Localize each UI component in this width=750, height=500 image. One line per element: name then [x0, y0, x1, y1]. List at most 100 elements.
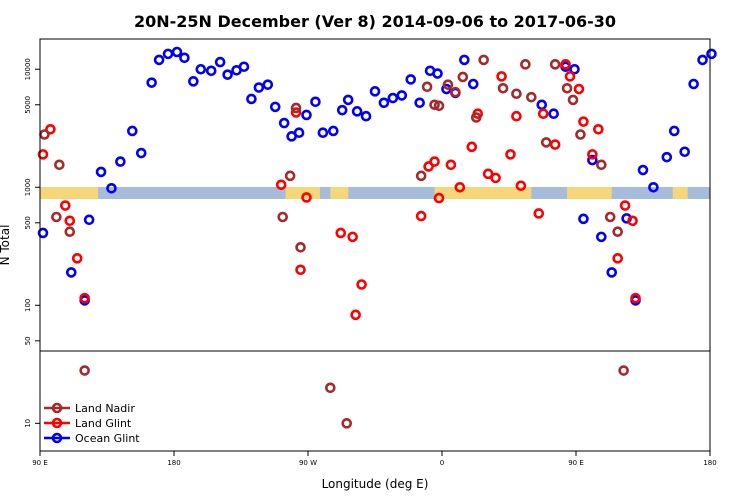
axes: 90 E 180 90 W 0 90 E 180 50 100 500 1000 5000 10000… — [24, 58, 717, 467]
ocean-glint-point — [596, 231, 607, 243]
y-tick-label: 10000 — [24, 58, 32, 80]
land-glint-point — [445, 159, 457, 171]
ocean-glint-point — [127, 125, 138, 137]
land-glint-point — [429, 156, 440, 167]
ocean-glint-point — [238, 61, 250, 73]
land-nadir-point — [618, 365, 629, 376]
ocean-glint-point — [222, 69, 233, 80]
ocean-glint-point — [587, 154, 598, 166]
land-segment — [672, 187, 688, 199]
land-nadir-point — [511, 88, 522, 100]
ocean-glint-point — [467, 78, 479, 90]
legend-marker — [51, 432, 63, 444]
land-glint-point — [490, 172, 501, 184]
land-glint-point — [466, 141, 478, 153]
ocean-glint-point — [83, 214, 95, 226]
land-segment — [40, 187, 99, 199]
ocean-glint-point — [606, 267, 618, 278]
ocean-glint-point — [146, 77, 157, 88]
y-tick-label: 1000 — [24, 178, 32, 196]
ocean-glint-point — [387, 92, 399, 104]
y-axis-label: N Total — [0, 225, 12, 266]
ocean-glint-point — [179, 52, 190, 64]
land-nadir-point — [478, 54, 489, 66]
ocean-glint-point — [637, 164, 649, 176]
ocean-glint-point — [269, 101, 281, 113]
ocean-glint-point — [706, 48, 717, 60]
ocean-glint-point — [95, 166, 107, 178]
ocean-glint-point — [171, 46, 183, 58]
ocean-glint-point — [342, 94, 354, 106]
ocean-glint-point — [253, 82, 265, 93]
ocean-glint-point — [697, 54, 708, 66]
land-glint-point — [578, 116, 589, 127]
chart-title: 20N-25N December (Ver 8) 2014-09-06 to 2… — [134, 12, 616, 31]
ocean-glint-point — [65, 267, 77, 278]
ocean-glint-point — [648, 181, 659, 193]
land-nadir-point — [470, 112, 482, 123]
land-glint-point — [71, 253, 83, 264]
ocean-glint-point — [548, 108, 559, 120]
land-glint-point — [350, 309, 361, 321]
land-glint-point — [573, 83, 585, 95]
ocean-glint-point — [317, 127, 329, 138]
x-tick-label: 180 — [167, 459, 180, 467]
land-nadir-point — [325, 382, 336, 394]
land-nadir-point — [540, 137, 552, 148]
ocean-glint-point — [360, 110, 372, 122]
land-nadir-point — [442, 79, 454, 90]
land-glint-point — [619, 200, 631, 211]
y-tick-label: 5000 — [24, 96, 32, 114]
land-nadir-point — [54, 159, 65, 171]
land-nadir-point — [561, 82, 573, 94]
y-tick-label: 50 — [24, 336, 32, 345]
land-glint-point — [356, 279, 367, 290]
land-nadir-point — [79, 365, 90, 376]
land-glint-point — [45, 123, 56, 135]
ocean-glint-point — [278, 117, 290, 129]
land-nadir-point — [549, 59, 561, 70]
land-nadir-point — [290, 102, 302, 114]
x-tick-label: 90 E — [32, 459, 48, 467]
ocean-glint-point — [135, 147, 147, 159]
legend-label: Land Glint — [75, 417, 132, 430]
ocean-glint-point — [328, 125, 339, 137]
land-glint-point — [612, 253, 623, 264]
land-nadir-point — [421, 81, 433, 93]
data-points — [37, 46, 717, 429]
legend-marker — [51, 402, 63, 414]
legend: Land Nadir Land Glint Ocean Glint — [44, 402, 140, 445]
land-nadir-point — [415, 170, 427, 182]
land-glint-point — [496, 71, 507, 82]
land-glint-point — [482, 168, 494, 180]
ocean-glint-point — [205, 65, 217, 77]
land-glint-point — [301, 192, 312, 203]
land-nadir-point — [457, 71, 469, 83]
ocean-glint-point — [153, 54, 165, 66]
land-glint-point — [533, 208, 545, 219]
x-tick-label: 90 W — [299, 459, 317, 467]
x-axis-label: Longitude (deg E) — [322, 477, 429, 491]
land-nadir-point — [604, 211, 616, 223]
ocean-glint-point — [336, 104, 348, 116]
land-glint-point — [454, 181, 466, 193]
land-glint-point — [630, 292, 641, 304]
land-glint-point — [549, 139, 561, 150]
ocean-glint-point — [262, 79, 274, 90]
ocean-glint-point — [37, 227, 49, 239]
land-nadir-point — [341, 418, 353, 429]
y-tick-label: 100 — [24, 299, 32, 312]
land-nadir-point — [520, 59, 531, 70]
ocean-glint-point — [679, 146, 690, 158]
ocean-glint-point — [310, 96, 321, 108]
land-glint-point — [37, 149, 49, 160]
land-glint-point — [60, 200, 71, 211]
land-glint-point — [515, 180, 527, 192]
land-glint-point — [593, 123, 604, 135]
land-glint-point — [587, 149, 598, 160]
land-nadir-point — [51, 211, 62, 223]
ocean-glint-point — [378, 97, 390, 109]
ocean-glint-point — [405, 74, 417, 85]
legend-label: Land Nadir — [75, 402, 135, 415]
land-glint-point — [564, 71, 576, 82]
